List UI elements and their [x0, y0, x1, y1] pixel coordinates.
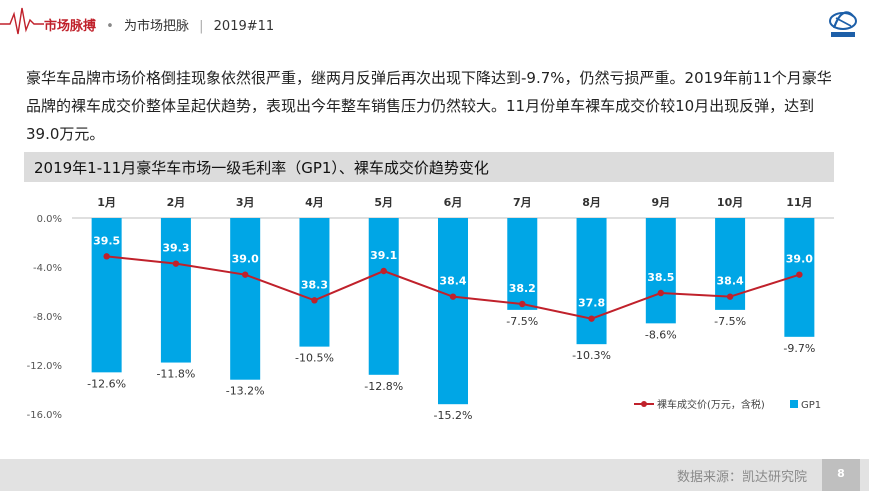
gp1-bar — [368, 218, 399, 375]
price-point — [241, 271, 249, 278]
gp1-data-label: -10.5% — [295, 352, 334, 365]
footer: 数据来源：凯达研究院 8 — [0, 459, 869, 491]
brand-main: 市场脉搏 — [44, 19, 97, 34]
brand: 市场脉搏 • 为市场把脉 | 2019#11 — [44, 15, 274, 34]
brand-dot: • — [106, 19, 114, 34]
x-tick-label: 11月 — [786, 196, 812, 209]
gp1-data-label: -11.8% — [156, 368, 195, 381]
gp1-bar — [576, 218, 607, 345]
x-tick-label: 10月 — [717, 196, 743, 209]
pulse-line-icon — [0, 7, 44, 35]
price-point — [172, 260, 180, 267]
x-tick-label: 7月 — [513, 196, 532, 209]
company-logo-icon — [829, 11, 857, 37]
price-point — [311, 297, 318, 304]
page-number-box: 8 — [822, 459, 860, 491]
gp1-bar — [91, 218, 122, 373]
gp1-data-label: -7.5% — [506, 315, 538, 328]
gp1-data-label: -10.3% — [572, 349, 611, 362]
gp1-bar — [507, 218, 538, 310]
brand-divider: | — [199, 19, 204, 34]
legend-price-label: 裸车成交价(万元，含税) — [657, 398, 765, 411]
x-tick-label: 9月 — [651, 196, 670, 209]
page-number: 8 — [837, 467, 845, 480]
x-tick-label: 8月 — [582, 196, 601, 209]
x-tick-label: 5月 — [374, 196, 393, 209]
gp1-data-label: -9.7% — [783, 342, 815, 355]
gp1-data-label: -12.8% — [364, 380, 403, 393]
brand-sub: 为市场把脉 — [123, 19, 189, 34]
gp1-bar — [230, 218, 261, 380]
price-point — [519, 300, 526, 308]
x-tick-label: 3月 — [236, 196, 255, 209]
y-tick-label: -12.0% — [27, 361, 62, 372]
price-point — [103, 253, 110, 260]
gp1-data-label: -12.6% — [87, 377, 126, 390]
gp1-data-label: -15.2% — [434, 409, 473, 422]
x-tick-label: 6月 — [444, 196, 463, 209]
price-point — [449, 293, 457, 300]
price-point — [796, 271, 803, 278]
gp1-bar — [299, 218, 330, 347]
y-tick-label: -8.0% — [33, 312, 62, 323]
price-data-label: 38.5 — [647, 271, 674, 284]
x-tick-label: 1月 — [97, 196, 116, 209]
gp1-data-label: -7.5% — [714, 315, 746, 328]
price-data-label: 39.5 — [93, 234, 120, 247]
price-point — [380, 267, 387, 275]
gp1-bar — [645, 218, 676, 324]
data-source: 数据来源：凯达研究院 — [676, 470, 807, 485]
header: 市场脉搏 • 为市场把脉 | 2019#11 — [0, 0, 869, 46]
price-data-label: 38.4 — [717, 275, 744, 288]
chart-title: 2019年1-11月豪华车市场一级毛利率（GP1）、裸车成交价趋势变化 — [34, 159, 489, 177]
gp1-data-label: -8.6% — [645, 328, 677, 341]
gp1-bar — [160, 218, 191, 363]
legend-bar-swatch — [790, 400, 798, 408]
gp1-data-label: -13.2% — [226, 385, 265, 398]
price-data-label: 39.1 — [370, 249, 397, 262]
legend-line-marker — [641, 401, 647, 407]
price-point — [726, 293, 734, 300]
gp1-price-chart: 0.0% -4.0% -8.0% -12.0% -16.0% 1月 2月 3月 4月 5月 6月 7月… — [27, 196, 834, 422]
price-data-label: 38.3 — [301, 278, 328, 291]
price-point — [657, 289, 665, 297]
chart-title-bar: 2019年1-11月豪华车市场一级毛利率（GP1）、裸车成交价趋势变化 — [24, 152, 834, 182]
y-tick-label: 0.0% — [37, 214, 62, 225]
price-data-label: 39.0 — [232, 253, 259, 266]
price-data-label: 38.4 — [439, 275, 466, 288]
price-data-label: 39.3 — [162, 242, 189, 255]
price-data-label: 39.0 — [786, 253, 813, 266]
y-tick-label: -4.0% — [33, 263, 62, 274]
price-point — [588, 315, 595, 322]
price-data-label: 38.2 — [509, 282, 536, 295]
y-tick-label: -16.0% — [27, 410, 62, 421]
x-tick-label: 4月 — [305, 196, 324, 209]
price-data-label: 37.8 — [578, 297, 605, 310]
brand-date: 2019#11 — [213, 19, 275, 34]
intro-text: 豪华车品牌市场价格倒挂现象依然很严重，继两月反弹后再次出现下降达到-9.7%，仍… — [26, 69, 832, 143]
x-tick-label: 2月 — [167, 196, 186, 209]
legend-gp1-label: GP1 — [801, 400, 821, 411]
gp1-bar — [438, 218, 468, 405]
